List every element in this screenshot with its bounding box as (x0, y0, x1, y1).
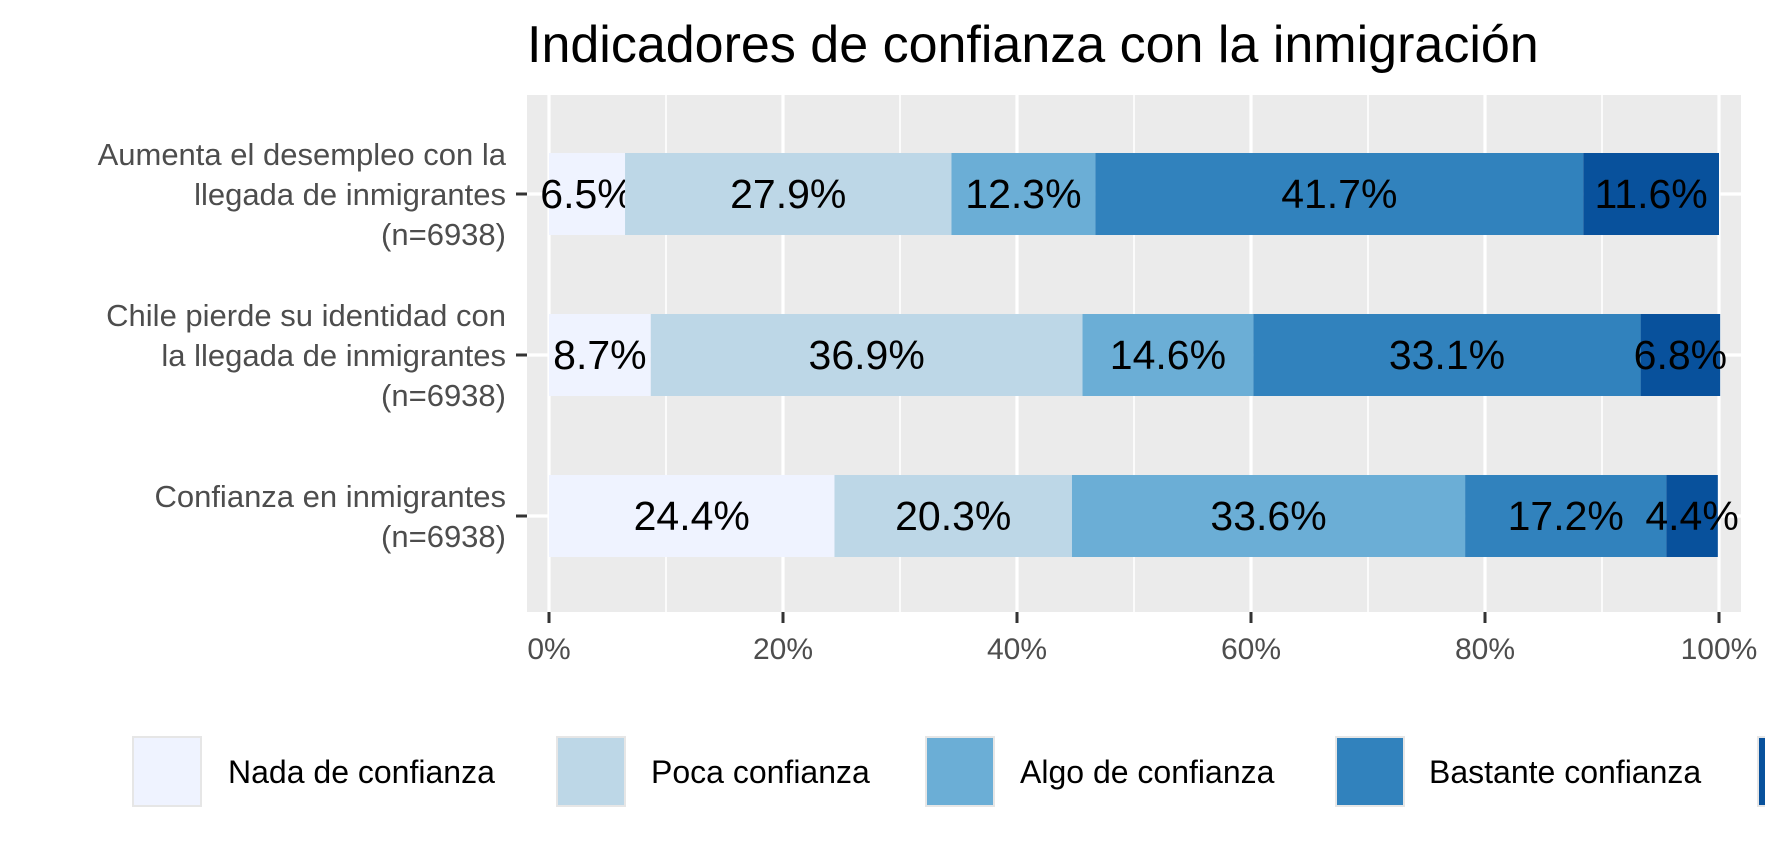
data-label: 6.5% (540, 171, 633, 217)
bar-segment (1095, 153, 1584, 235)
data-label: 11.6% (1595, 171, 1708, 217)
bar-segment (1465, 475, 1667, 557)
bar-segment (1253, 314, 1641, 396)
bar-segment (1640, 314, 1721, 396)
x-tick-label: 0% (527, 633, 570, 666)
bar-segment (1071, 475, 1466, 557)
data-label: 33.6% (1210, 493, 1326, 539)
bar-segment (1666, 475, 1718, 557)
x-tick-label: 60% (1221, 633, 1281, 666)
x-axis: 0% 20% 40% 60% 80% 100% (527, 612, 1757, 666)
bar-segment (1583, 153, 1719, 235)
legend-key (925, 736, 995, 807)
x-tick-label: 40% (987, 633, 1047, 666)
legend-key (1335, 736, 1405, 807)
category-label: Chile pierde su identidad con (106, 298, 506, 333)
category-label: llegada de inmigrantes (194, 177, 506, 212)
data-label: 17.2% (1508, 493, 1624, 539)
bar-segment (951, 153, 1096, 235)
data-label: 6.8% (1634, 332, 1727, 378)
data-label: 8.7% (553, 332, 646, 378)
legend-label: Bastante confianza (1429, 754, 1701, 790)
bar-segment (1082, 314, 1254, 396)
bar-segment (625, 153, 952, 235)
bar-segment (549, 475, 835, 557)
bar-segment (549, 314, 651, 396)
data-label: 41.7% (1281, 171, 1397, 217)
chart-title: Indicadores de confianza con la inmigrac… (527, 16, 1539, 74)
x-tick-label: 80% (1455, 633, 1515, 666)
category-label: la llegada de inmigrantes (161, 338, 506, 373)
data-label: 33.1% (1389, 332, 1505, 378)
bar-segment (834, 475, 1072, 557)
category-labels: Aumenta el desempleo con la llegada de in… (98, 137, 527, 554)
data-label: 12.3% (965, 171, 1081, 217)
legend-label: Algo de confianza (1020, 754, 1275, 790)
data-label: 27.9% (730, 171, 846, 217)
data-label: 20.3% (895, 493, 1011, 539)
bar-segment (549, 153, 626, 235)
x-tick-label: 100% (1681, 633, 1758, 666)
bar-segment (650, 314, 1083, 396)
bars: 6.5% 27.9% 12.3% 41.7% 11.6% 8.7% 36.9% 14.6% 33… (540, 153, 1739, 557)
data-label: 14.6% (1110, 332, 1226, 378)
legend: Nada de confianza Poca confianza Algo de c… (132, 736, 1765, 807)
legend-key (556, 736, 626, 807)
legend-key (132, 736, 202, 807)
data-label: 36.9% (809, 332, 925, 378)
legend-label: Nada de confianza (228, 754, 495, 790)
x-tick-label: 20% (753, 633, 813, 666)
category-label: (n=6938) (381, 217, 506, 252)
legend-key (1757, 736, 1765, 807)
data-label: 24.4% (634, 493, 750, 539)
category-label: Aumenta el desempleo con la (98, 137, 507, 172)
category-label: Confianza en inmigrantes (154, 479, 506, 514)
category-label: (n=6938) (381, 378, 506, 413)
category-label: (n=6938) (381, 519, 506, 554)
data-label: 4.4% (1645, 493, 1738, 539)
legend-label: Poca confianza (651, 754, 870, 790)
